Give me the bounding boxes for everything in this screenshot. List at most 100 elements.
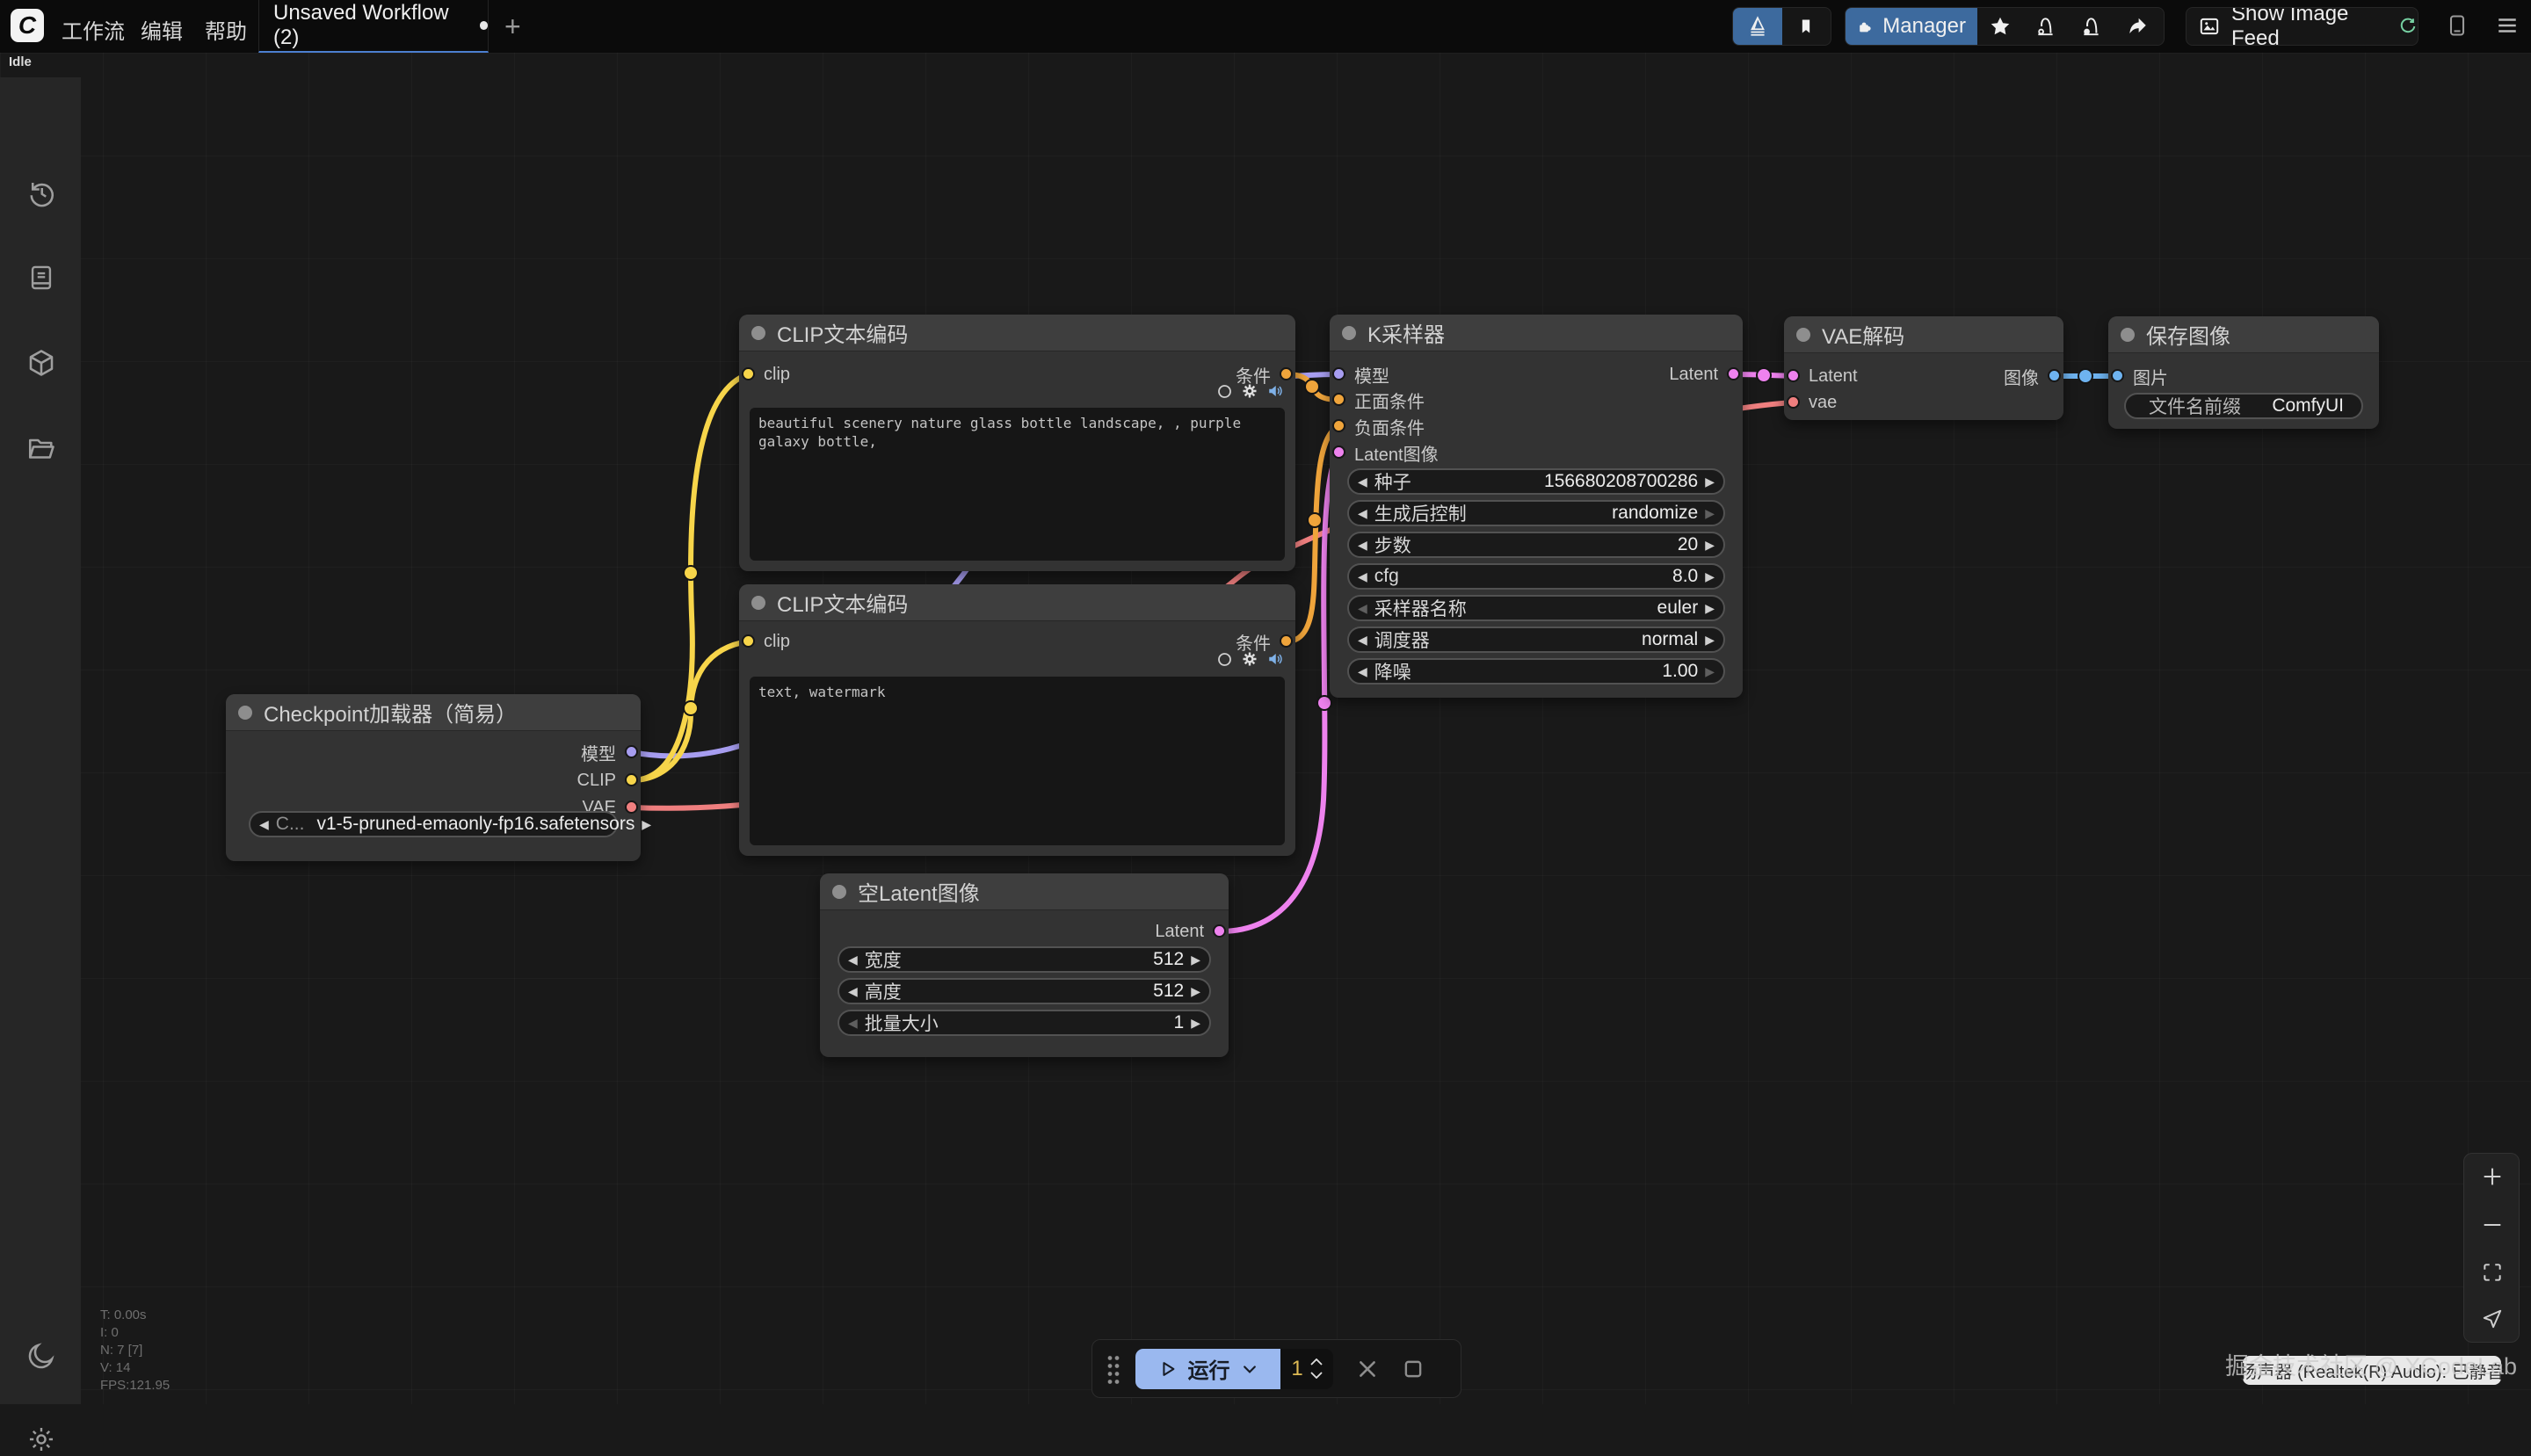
node-header[interactable]: 保存图像 bbox=[2108, 316, 2379, 353]
stepper-right-icon[interactable]: ▶ bbox=[1191, 953, 1200, 967]
gear-icon[interactable] bbox=[1242, 383, 1258, 399]
stepper-left-icon[interactable]: ◀ bbox=[848, 953, 858, 967]
stepper-right-icon[interactable]: ▶ bbox=[1191, 984, 1200, 998]
stepper-left-icon[interactable]: ◀ bbox=[1358, 601, 1367, 615]
denoise-widget[interactable]: ◀ 降噪 1.00 ▶ bbox=[1347, 658, 1725, 685]
notify-button-1[interactable] bbox=[2023, 8, 2069, 45]
collapse-dot-icon[interactable] bbox=[1342, 325, 1356, 340]
speaker-icon[interactable] bbox=[1267, 651, 1283, 667]
node-header[interactable]: CLIP文本编码 bbox=[739, 584, 1295, 621]
node-header[interactable]: 空Latent图像 bbox=[820, 873, 1229, 910]
zoom-in-button[interactable] bbox=[2475, 1159, 2510, 1194]
speaker-icon[interactable] bbox=[1267, 383, 1283, 399]
node-header[interactable]: Checkpoint加载器（简易） bbox=[226, 694, 641, 731]
steps-widget[interactable]: ◀ 步数 20 ▶ bbox=[1347, 532, 1725, 558]
drag-handle[interactable] bbox=[1106, 1353, 1120, 1384]
caret-up-icon[interactable] bbox=[1310, 1358, 1323, 1365]
stepper-right-icon[interactable]: ▶ bbox=[1705, 569, 1715, 583]
node-clip-encode-positive[interactable]: CLIP文本编码 clip 条件 beautiful scenery natur… bbox=[739, 315, 1295, 571]
model-input-port[interactable] bbox=[1332, 367, 1345, 380]
batch-count-input[interactable]: 1 bbox=[1280, 1348, 1333, 1389]
stepper-left-icon[interactable]: ◀ bbox=[848, 984, 858, 998]
control-after-generate-widget[interactable]: ◀ 生成后控制 randomize ▶ bbox=[1347, 500, 1725, 526]
latent-output-port[interactable] bbox=[1727, 367, 1740, 380]
negative-input-port[interactable] bbox=[1332, 419, 1345, 432]
collapse-dot-icon[interactable] bbox=[1796, 327, 1810, 342]
stepper-right-icon[interactable]: ▶ bbox=[642, 817, 652, 831]
latent-input-port[interactable] bbox=[1787, 369, 1800, 382]
sampler-name-widget[interactable]: ◀ 采样器名称 euler ▶ bbox=[1347, 595, 1725, 621]
image-output-port[interactable] bbox=[2048, 369, 2061, 382]
stepper-left-icon[interactable]: ◀ bbox=[1358, 664, 1367, 678]
hamburger-menu-button[interactable] bbox=[2494, 14, 2520, 41]
filename-prefix-widget[interactable]: 文件名前缀 ComfyUI bbox=[2124, 393, 2363, 419]
stepper-right-icon[interactable]: ▶ bbox=[1705, 601, 1715, 615]
stepper-right-icon[interactable]: ▶ bbox=[1191, 1016, 1200, 1030]
stepper-right-icon[interactable]: ▶ bbox=[1705, 538, 1715, 552]
stepper-right-icon[interactable]: ▶ bbox=[1705, 633, 1715, 647]
stop-button[interactable] bbox=[1402, 1358, 1425, 1380]
sidebar-item-queue[interactable] bbox=[25, 261, 58, 294]
stepper-left-icon[interactable]: ◀ bbox=[848, 1016, 858, 1030]
comfyui-logo[interactable]: C bbox=[11, 9, 44, 42]
pan-mode-button[interactable] bbox=[2475, 1301, 2510, 1336]
latent-input-port[interactable] bbox=[1332, 445, 1345, 459]
positive-input-port[interactable] bbox=[1332, 393, 1345, 406]
manager-button[interactable]: Manager bbox=[1846, 8, 1977, 45]
node-save-image[interactable]: 保存图像 图片 文件名前缀 ComfyUI bbox=[2108, 316, 2379, 429]
menu-workflow[interactable]: 工作流 bbox=[62, 20, 125, 44]
gear-icon[interactable] bbox=[1242, 651, 1258, 667]
menu-edit[interactable]: 编辑 bbox=[141, 20, 183, 44]
height-widget[interactable]: ◀ 高度 512 ▶ bbox=[838, 978, 1211, 1004]
bookmark-button[interactable] bbox=[1782, 8, 1831, 45]
prompt-textarea[interactable]: beautiful scenery nature glass bottle la… bbox=[750, 408, 1285, 561]
count-stepper[interactable] bbox=[1310, 1358, 1323, 1379]
collapse-dot-icon[interactable] bbox=[2121, 327, 2135, 342]
sidebar-item-history[interactable] bbox=[25, 177, 58, 210]
ckpt-name-widget[interactable]: ◀ C... v1-5-pruned-emaonly-fp16.safetens… bbox=[249, 811, 651, 837]
clip-output-port[interactable] bbox=[625, 773, 638, 786]
scheduler-widget[interactable]: ◀ 调度器 normal ▶ bbox=[1347, 627, 1725, 653]
run-button[interactable]: 运行 bbox=[1135, 1348, 1280, 1389]
sidebar-item-theme-toggle[interactable] bbox=[25, 1339, 58, 1373]
vae-output-port[interactable] bbox=[625, 800, 638, 814]
notify-button-2[interactable] bbox=[2069, 8, 2114, 45]
share-button[interactable] bbox=[2114, 8, 2160, 45]
stepper-left-icon[interactable]: ◀ bbox=[1358, 474, 1367, 489]
clip-input-port[interactable] bbox=[742, 634, 755, 648]
stepper-left-icon[interactable]: ◀ bbox=[1358, 538, 1367, 552]
sidebar-item-workflows[interactable] bbox=[25, 431, 58, 465]
stepper-left-icon[interactable]: ◀ bbox=[1358, 633, 1367, 647]
image-feed-button[interactable]: Show Image Feed bbox=[2186, 7, 2419, 46]
stepper-right-icon[interactable]: ▶ bbox=[1705, 506, 1715, 520]
cfg-widget[interactable]: ◀ cfg 8.0 ▶ bbox=[1347, 563, 1725, 590]
seed-widget[interactable]: ◀ 种子 156680208700286 ▶ bbox=[1347, 468, 1725, 495]
sidebar-item-settings[interactable] bbox=[25, 1423, 58, 1456]
workflow-tab[interactable]: Unsaved Workflow (2) bbox=[258, 0, 489, 53]
width-widget[interactable]: ◀ 宽度 512 ▶ bbox=[838, 946, 1211, 973]
fit-view-button[interactable] bbox=[2475, 1255, 2510, 1290]
node-header[interactable]: VAE解码 bbox=[1784, 316, 2063, 353]
chevron-down-icon[interactable] bbox=[1241, 1360, 1258, 1378]
stepper-left-icon[interactable]: ◀ bbox=[1358, 569, 1367, 583]
collapse-dot-icon[interactable] bbox=[832, 884, 846, 899]
sidebar-item-node-library[interactable] bbox=[25, 346, 58, 380]
model-output-port[interactable] bbox=[625, 745, 638, 758]
latent-output-port[interactable] bbox=[1213, 924, 1226, 938]
conditioning-output-port[interactable] bbox=[1280, 367, 1293, 380]
collapse-dot-icon[interactable] bbox=[238, 705, 252, 720]
node-header[interactable]: K采样器 bbox=[1330, 315, 1743, 351]
circle-icon[interactable] bbox=[1217, 652, 1232, 667]
collapse-dot-icon[interactable] bbox=[751, 595, 765, 610]
stepper-left-icon[interactable]: ◀ bbox=[1358, 506, 1367, 520]
node-vae-decode[interactable]: VAE解码 Latent 图像 vae bbox=[1784, 316, 2063, 420]
conditioning-output-port[interactable] bbox=[1280, 634, 1293, 648]
panel-toggle-button[interactable] bbox=[2445, 12, 2469, 43]
node-checkpoint-loader[interactable]: Checkpoint加载器（简易） 模型 CLIP VAE ◀ C... v1-… bbox=[226, 694, 651, 861]
circle-icon[interactable] bbox=[1217, 384, 1232, 399]
caret-down-icon[interactable] bbox=[1310, 1372, 1323, 1379]
menu-help[interactable]: 帮助 bbox=[205, 20, 247, 44]
collapse-dot-icon[interactable] bbox=[751, 325, 765, 340]
image-input-port[interactable] bbox=[2111, 369, 2124, 382]
clip-input-port[interactable] bbox=[742, 367, 755, 380]
